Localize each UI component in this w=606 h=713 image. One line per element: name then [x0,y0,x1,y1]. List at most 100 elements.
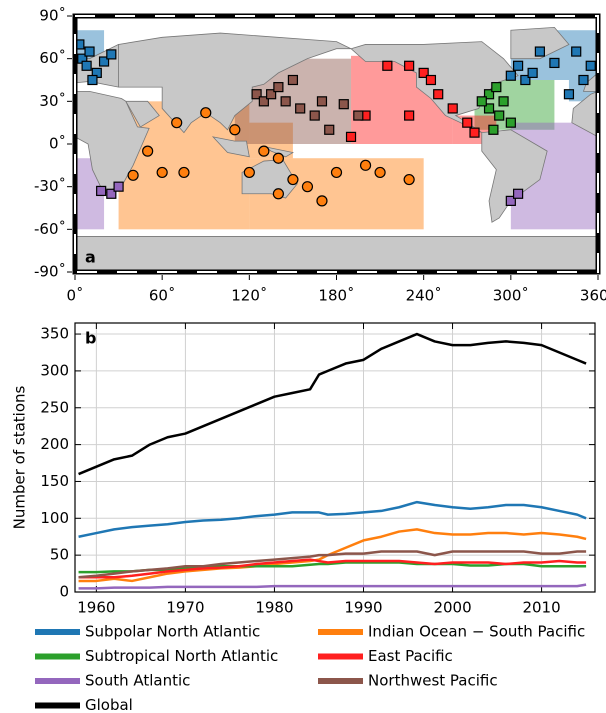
legend-label: Northwest Pacific [368,672,498,690]
x-tick-label: 360˚ [580,287,606,305]
y-tick-label: -30˚ [34,177,66,195]
legend-label: East Pacific [368,647,453,665]
series-line [78,332,587,476]
station [258,96,269,107]
station [403,173,415,186]
station [505,70,516,81]
station [295,103,306,114]
station [200,107,212,119]
series-line [78,500,587,538]
land [118,32,352,134]
legend: Subpolar North Atlantic Indian Ocean − So… [35,623,585,713]
station [243,166,255,179]
series-line [78,583,587,590]
station [505,117,516,128]
y-tick-label: 0 [59,583,69,601]
y-tick-label: -60˚ [34,220,66,238]
station [106,49,117,60]
station [142,145,154,157]
x-tick-label: 120˚ [231,287,267,305]
station [433,89,444,100]
station [113,181,124,192]
station [404,60,415,71]
legend-label: Subtropical North Atlantic [85,647,278,665]
station [98,56,110,67]
station [127,169,139,181]
y-axis-title: Number of stations [11,385,29,529]
station [266,89,277,100]
x-tick-label: 60˚ [149,287,176,305]
station [512,60,524,71]
station [374,166,386,179]
legend-label: Global [85,696,133,713]
series-line [78,558,587,579]
y-tick-label: 350 [40,325,69,343]
land [241,159,298,199]
panel-label: b [85,329,96,348]
land [74,90,150,195]
station [491,82,502,93]
station [488,124,499,135]
station [81,60,92,71]
station [84,46,95,57]
station [156,166,168,179]
y-tick-label: 50 [50,546,69,564]
x-tick-label: 240˚ [406,287,442,305]
station [527,67,538,78]
station [273,82,284,93]
y-tick-label: 0˚ [49,135,66,153]
station [287,74,299,86]
station [571,46,582,57]
station [418,67,429,78]
station [345,131,357,142]
station [483,89,495,100]
land [350,41,519,133]
legend-label: Subpolar North Atlantic [85,623,260,641]
y-tick-label: 100 [40,509,69,527]
station [498,96,509,107]
station [87,74,98,86]
station [382,60,393,71]
station [171,117,183,129]
legend-label: South Atlantic [85,672,190,690]
station [578,74,589,86]
land [125,100,160,128]
station [469,127,480,138]
land [571,90,599,138]
station [272,188,284,200]
station [338,99,349,110]
station [229,124,241,136]
land [510,26,570,60]
land [211,136,250,158]
station [425,74,437,86]
station [483,103,495,114]
legend-label: Indian Ocean − South Pacific [368,623,585,641]
station [330,166,343,179]
station [316,195,328,207]
frame-dash [74,15,599,273]
station [505,195,516,206]
station [309,110,320,121]
station [301,181,314,193]
plot-frame [74,322,596,593]
station [106,188,117,199]
station [563,89,575,100]
x-tick-label: 300˚ [493,287,529,305]
y-tick-label: 90˚ [39,7,66,25]
y-tick-label: -90˚ [34,263,66,281]
y-tick-label: 60˚ [39,49,66,67]
series-line [78,550,587,579]
station [272,152,284,164]
panel-label: a [85,248,96,267]
station [324,124,335,135]
x-tick-label: 0˚ [66,287,83,305]
station [359,159,372,171]
x-tick-label: 1980 [255,599,293,617]
station [549,57,560,69]
station [280,96,291,107]
station [447,103,458,114]
x-tick-label: 2010 [522,599,560,617]
station [251,89,262,100]
y-tick-label: 30˚ [39,92,66,110]
